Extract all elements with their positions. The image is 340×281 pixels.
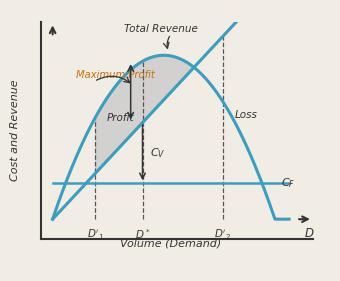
Text: $C_V$: $C_V$ <box>150 146 165 160</box>
Text: $D'_2$: $D'_2$ <box>215 227 232 242</box>
Text: $D^*$: $D^*$ <box>135 227 150 241</box>
Text: $D'_1$: $D'_1$ <box>87 227 104 242</box>
Text: Total Revenue: Total Revenue <box>124 24 198 34</box>
Text: $D$: $D$ <box>304 227 314 240</box>
Text: Loss: Loss <box>235 110 258 120</box>
Text: Cost and Revenue: Cost and Revenue <box>10 80 20 182</box>
Text: Profit: Profit <box>106 113 134 123</box>
Text: $C_F$: $C_F$ <box>281 176 295 190</box>
Text: Volume (Demand): Volume (Demand) <box>120 238 222 248</box>
Text: Maximum Profit: Maximum Profit <box>76 70 155 80</box>
